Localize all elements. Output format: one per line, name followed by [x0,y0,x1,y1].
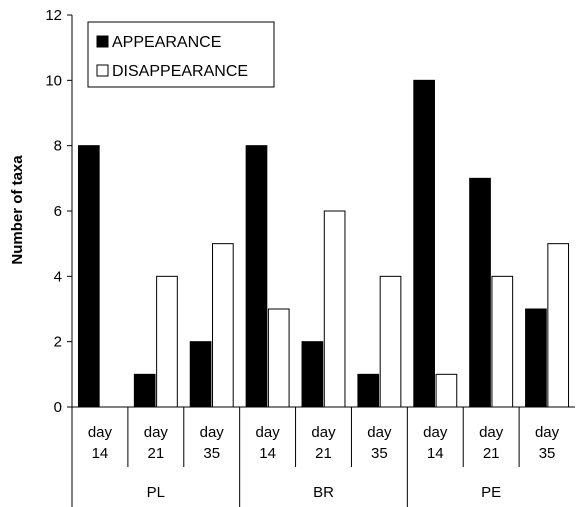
bar-appearance [245,145,268,408]
x-tick-label: day [479,424,504,441]
legend-swatch-disappearance [96,64,109,77]
bar-appearance [357,373,380,408]
y-axis-label: Number of taxa [9,155,26,265]
bar-appearance [301,341,324,408]
x-tick-label: day [256,424,281,441]
y-tick-label: 12 [45,7,62,24]
bar-appearance [413,79,435,408]
bar-disappearance [547,243,570,408]
y-tick-label: 2 [54,334,62,351]
bar-appearance [133,373,156,408]
group-label: BR [313,484,334,501]
x-tick-label: 21 [147,445,164,462]
x-tick-label: 14 [259,445,276,462]
x-tick-label: day [144,424,169,441]
x-tick-label: 35 [203,445,220,462]
bar-disappearance [267,308,290,408]
x-tick-label: 35 [539,445,556,462]
y-tick-label: 10 [45,72,62,89]
x-tick-label: 21 [483,445,500,462]
y-tick-label: 8 [54,138,62,155]
bar-disappearance [491,275,514,408]
x-tick-label: day [535,424,560,441]
legend-label-appearance: APPEARANCE [112,34,221,51]
legend-label-disappearance: DISAPPEARANCE [112,63,248,80]
y-tick-label: 6 [54,203,62,220]
x-tick-label: day [311,424,336,441]
x-tick-label: day [88,424,113,441]
x-tick-label: 35 [371,445,388,462]
x-tick-label: day [200,424,225,441]
bar-appearance [189,341,212,408]
bar-disappearance [435,373,458,408]
x-tick-label: 14 [92,445,109,462]
x-tick-label: day [367,424,392,441]
bar-appearance [469,177,491,408]
bar-appearance [525,308,547,408]
legend-box [87,21,275,88]
bar-disappearance [323,210,346,408]
plot-area: 0 2 4 6 8 10 12 day 14 day 21 day 35 PL day 14 day 21 day 3… [45,7,575,507]
bar-disappearance [379,275,402,408]
bar-appearance [77,145,100,408]
x-tick-label: day [423,424,448,441]
x-tick-label: 14 [427,445,444,462]
legend: APPEARANCE DISAPPEARANCE [87,21,275,88]
bar-disappearance [156,275,178,408]
y-tick-label: 4 [54,268,62,285]
group-label: PE [481,484,501,501]
y-tick-label: 0 [54,399,62,416]
x-tick-label: 21 [315,445,332,462]
bar-disappearance [212,243,234,408]
group-label: PL [147,484,165,501]
legend-swatch-appearance [96,35,109,48]
